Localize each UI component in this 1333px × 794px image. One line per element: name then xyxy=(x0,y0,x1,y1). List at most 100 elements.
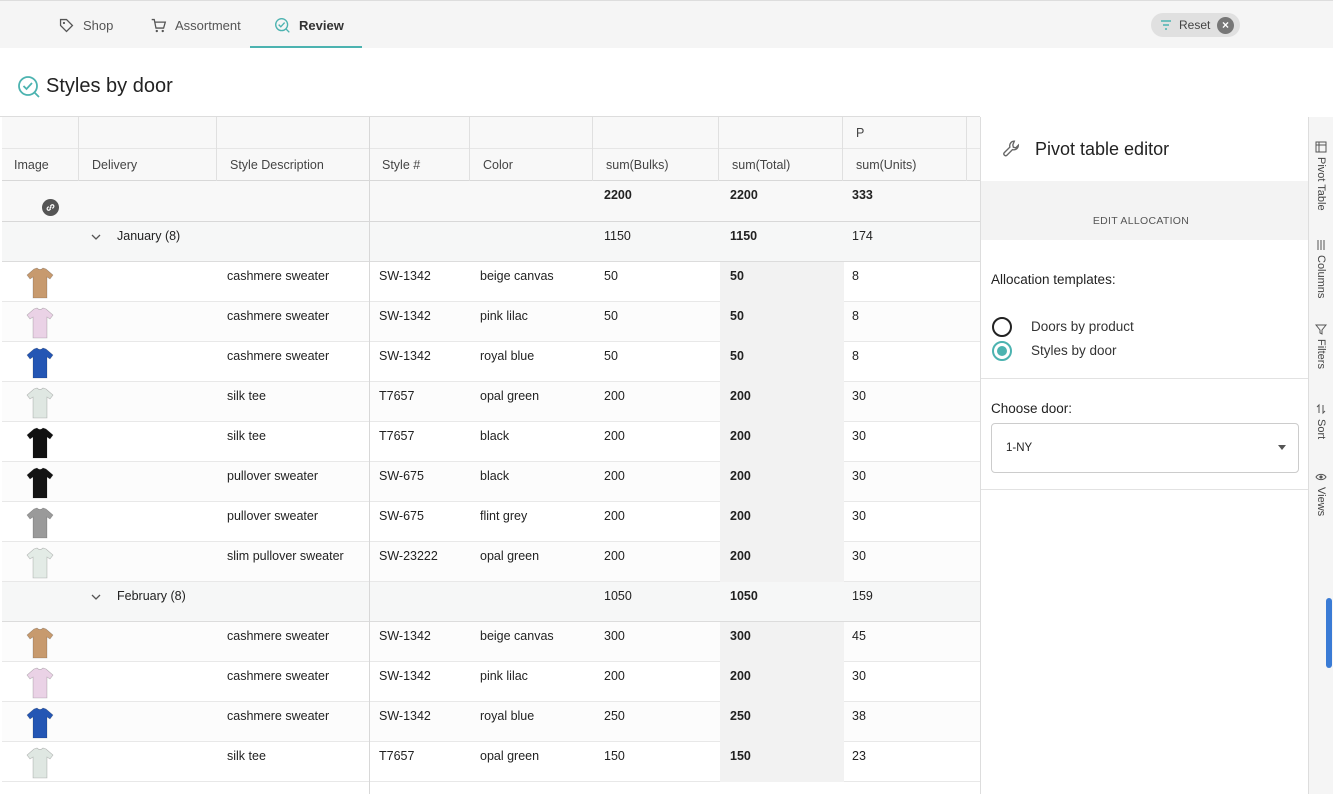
column-header-sum-bulks[interactable]: sum(Bulks) xyxy=(606,158,669,172)
cell-style-number: SW-1342 xyxy=(379,269,431,283)
radio-doors-by-product[interactable] xyxy=(992,317,1012,337)
cell-style-description: pullover sweater xyxy=(227,469,319,483)
cell-style-description: slim pullover sweater xyxy=(227,549,344,563)
product-thumbnail xyxy=(26,467,54,499)
product-thumbnail xyxy=(26,427,54,459)
reset-filter-chip[interactable]: Reset × xyxy=(1151,13,1240,37)
column-separator xyxy=(842,117,843,181)
cell-style-number: SW-1342 xyxy=(379,349,431,363)
column-header-sum-units[interactable]: sum(Units) xyxy=(856,158,917,172)
cell-sum-units: 30 xyxy=(852,469,866,483)
cell-sum-bulks: 50 xyxy=(604,349,618,363)
product-thumbnail xyxy=(26,267,54,299)
column-separator xyxy=(592,117,593,181)
cell-sum-total: 150 xyxy=(730,749,751,763)
cell-sum-bulks: 250 xyxy=(604,709,625,723)
side-tab-columns[interactable]: Columns xyxy=(1309,239,1333,298)
table-row[interactable]: silk tee T7657 opal green 200 200 30 xyxy=(2,382,980,422)
product-thumbnail xyxy=(26,347,54,379)
cell-style-description: pullover sweater xyxy=(227,509,319,523)
product-thumbnail xyxy=(26,547,54,579)
link-icon[interactable] xyxy=(42,199,59,216)
radio-label-doors-by-product[interactable]: Doors by product xyxy=(1031,319,1134,334)
tab-assortment[interactable]: Assortment xyxy=(150,1,241,49)
column-header-delivery[interactable]: Delivery xyxy=(92,158,138,172)
group-label: February (8) xyxy=(117,589,186,603)
column-separator xyxy=(78,117,79,181)
tab-review-label: Review xyxy=(299,17,344,33)
cell-style-description: silk tee xyxy=(227,429,266,443)
columns-icon xyxy=(1317,240,1325,250)
column-header-color[interactable]: Color xyxy=(483,158,513,172)
total-column-shade xyxy=(720,502,844,542)
group-row[interactable]: February (8) 1050 1050 159 xyxy=(2,582,980,622)
cell-style-description: cashmere sweater xyxy=(227,709,330,723)
table-row[interactable]: cashmere sweater SW-1342 pink lilac 50 50 8 xyxy=(2,302,980,342)
side-tab-pivot-table[interactable]: Pivot Table xyxy=(1309,141,1333,211)
side-tab-sort[interactable]: Sort xyxy=(1309,403,1333,439)
allocation-templates-label: Allocation templates: xyxy=(991,272,1116,287)
close-icon[interactable]: × xyxy=(1217,17,1234,34)
edit-allocation-button[interactable]: EDIT ALLOCATION xyxy=(1092,215,1190,227)
divider xyxy=(0,116,980,117)
table-row[interactable]: cashmere sweater SW-1342 royal blue 50 50 8 xyxy=(2,342,980,382)
product-thumbnail xyxy=(26,707,54,739)
tab-review[interactable]: Review xyxy=(274,1,344,49)
total-column-shade xyxy=(720,382,844,422)
side-tab-label: Views xyxy=(1315,487,1327,517)
side-tab-views[interactable]: Views xyxy=(1309,471,1333,516)
cell-style-number: SW-1342 xyxy=(379,629,431,643)
tag-icon xyxy=(59,18,74,32)
scrollbar-thumb[interactable] xyxy=(1326,598,1332,668)
product-thumbnail xyxy=(26,387,54,419)
radio-styles-by-door[interactable] xyxy=(992,341,1012,361)
column-separator xyxy=(216,117,217,181)
tab-shop[interactable]: Shop xyxy=(58,1,113,49)
cell-sum-units: 8 xyxy=(852,269,859,283)
edit-allocation-band[interactable] xyxy=(981,181,1309,240)
table-row[interactable]: cashmere sweater SW-1342 pink lilac 200 200 3… xyxy=(2,662,980,702)
pivot-table-editor-panel: Pivot table editor EDIT ALLOCATION Alloc… xyxy=(980,117,1309,794)
table-icon xyxy=(1315,141,1327,153)
table-row[interactable]: pullover sweater SW-675 black 200 200 30 xyxy=(2,462,980,502)
cell-sum-bulks: 1150 xyxy=(604,229,631,243)
total-units: 333 xyxy=(852,188,873,202)
table-row[interactable]: silk tee T7657 opal green 150 150 23 xyxy=(2,742,980,782)
cell-sum-total: 50 xyxy=(730,349,744,363)
panel-divider xyxy=(981,378,1309,379)
table-row[interactable]: silk tee T7657 black 200 200 30 xyxy=(2,422,980,462)
cell-sum-units: 45 xyxy=(852,629,866,643)
panel-title: Pivot table editor xyxy=(1035,138,1170,159)
chevron-down-icon[interactable] xyxy=(90,231,102,243)
table-row[interactable]: cashmere sweater SW-1342 beige canvas 50 50 8 xyxy=(2,262,980,302)
cell-sum-total: 250 xyxy=(730,709,751,723)
cell-style-number: T7657 xyxy=(379,429,415,443)
cell-sum-bulks: 200 xyxy=(604,389,625,403)
cell-sum-total: 1050 xyxy=(730,589,758,603)
column-header-style-number[interactable]: Style # xyxy=(382,158,421,172)
table-row[interactable]: cashmere sweater SW-1342 beige canvas 300 30… xyxy=(2,622,980,662)
column-header-image[interactable]: Image xyxy=(14,158,49,172)
chevron-down-icon[interactable] xyxy=(90,591,102,603)
cell-sum-total: 200 xyxy=(730,469,751,483)
radio-label-styles-by-door[interactable]: Styles by door xyxy=(1031,343,1117,358)
product-thumbnail xyxy=(26,627,54,659)
table-row[interactable]: pullover sweater SW-675 flint grey 200 200 30 xyxy=(2,502,980,542)
cell-sum-units: 8 xyxy=(852,349,859,363)
total-column-shade xyxy=(720,702,844,742)
check-search-icon xyxy=(18,76,40,98)
cell-sum-bulks: 200 xyxy=(604,429,625,443)
group-row[interactable]: January (8) 1150 1150 174 xyxy=(2,222,980,262)
column-header-sum-total[interactable]: sum(Total) xyxy=(732,158,791,172)
table-row[interactable]: slim pullover sweater SW-23222 opal green 2… xyxy=(2,542,980,582)
cell-sum-total: 200 xyxy=(730,669,751,683)
side-tab-filters[interactable]: Filters xyxy=(1309,323,1333,369)
cell-sum-total: 50 xyxy=(730,309,744,323)
pivot-grid: P Image Delivery Style Description Style… xyxy=(2,117,980,794)
door-select[interactable]: 1-NY xyxy=(991,423,1299,473)
table-row[interactable]: cashmere sweater SW-1342 royal blue 250 250 3… xyxy=(2,702,980,742)
total-bulks: 2200 xyxy=(604,188,632,202)
column-header-style-description[interactable]: Style Description xyxy=(230,158,324,172)
group-header-row: P xyxy=(2,117,980,149)
